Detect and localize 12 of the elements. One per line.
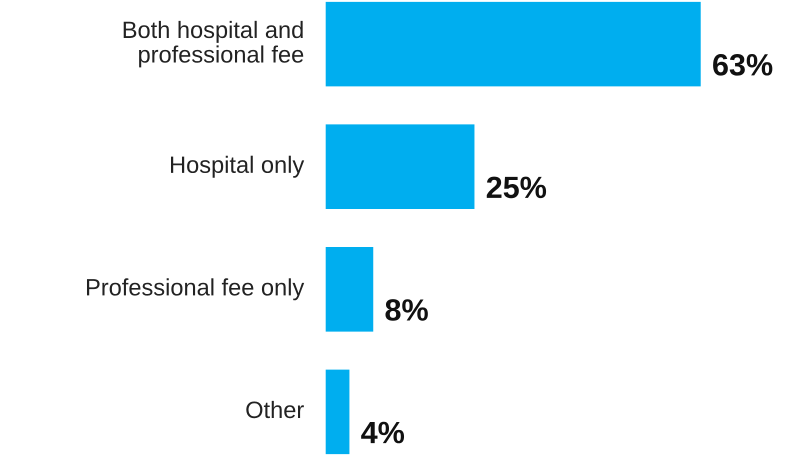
bar bbox=[326, 2, 701, 86]
data-label: 63% bbox=[713, 54, 772, 76]
y-tick-label: Other bbox=[246, 400, 304, 418]
y-tick-label: Professional fee only bbox=[86, 278, 304, 300]
bar bbox=[326, 370, 350, 454]
bar bbox=[326, 124, 474, 209]
data-label: 25% bbox=[486, 176, 546, 198]
data-label: 4% bbox=[361, 422, 404, 444]
bar bbox=[326, 247, 374, 332]
data-label: 8% bbox=[385, 299, 428, 321]
y-tick-label: Both hospital and professional fee bbox=[124, 20, 304, 68]
y-tick-label: Hospital only bbox=[171, 156, 304, 178]
